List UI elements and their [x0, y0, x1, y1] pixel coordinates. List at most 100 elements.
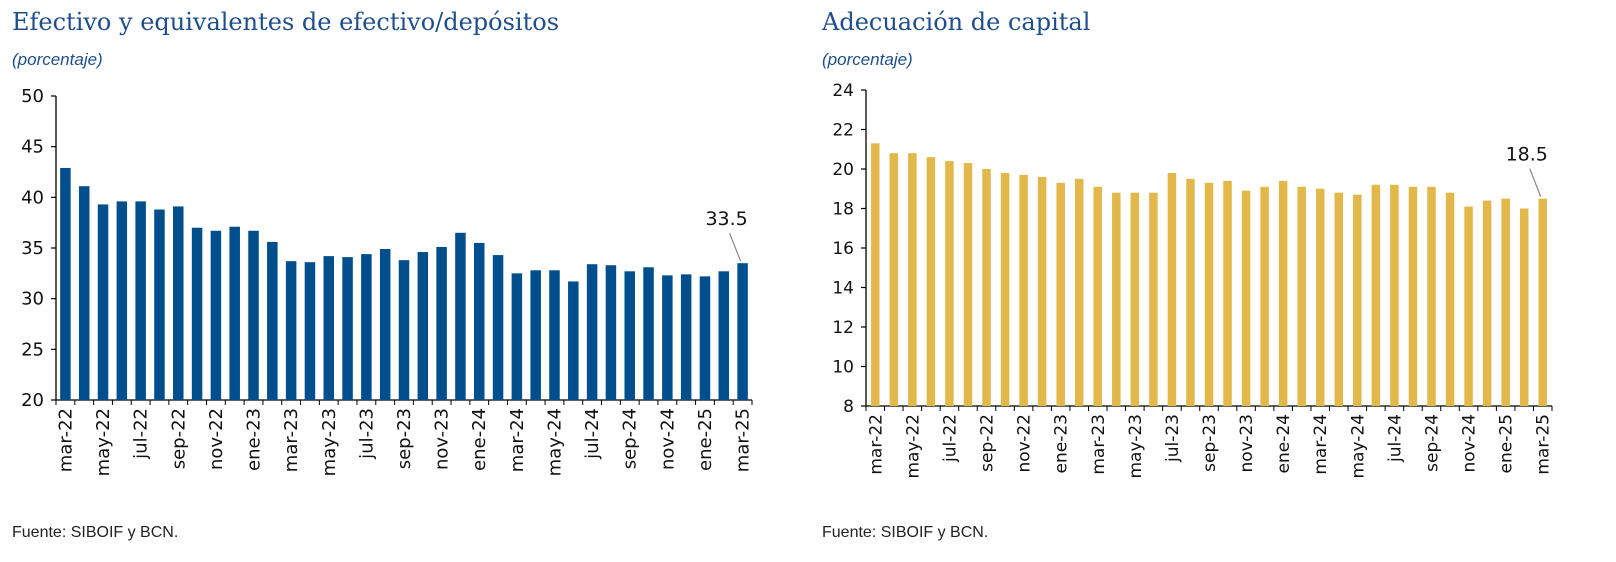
- bar: [1464, 206, 1473, 406]
- x-tick-label: mar-22: [55, 408, 76, 472]
- bar: [643, 267, 654, 400]
- bar: [605, 265, 617, 400]
- x-tick-label: jul-23: [1163, 414, 1183, 463]
- bar: [680, 274, 692, 400]
- chart-source: Fuente: SIBOIF y BCN.: [12, 524, 179, 541]
- data-label: 33.5: [705, 208, 747, 230]
- y-tick-label: 10: [832, 358, 854, 378]
- x-tick-label: sep-22: [168, 408, 189, 469]
- bar-chart-capital-adequacy: 8 10 12 14 16 18 20 22 24 mar-22 may-22 jul-22 sep-2…: [832, 81, 1554, 479]
- chart-source: Fuente: SIBOIF y BCN.: [822, 524, 989, 541]
- bar: [361, 254, 372, 400]
- bar: [1501, 198, 1510, 406]
- chart-subtitle: (porcentaje): [12, 50, 103, 69]
- bar: [455, 232, 466, 400]
- x-tick-label: may-23: [1126, 414, 1146, 479]
- bar: [323, 256, 335, 400]
- bar: [1408, 186, 1418, 406]
- bar: [1538, 198, 1547, 406]
- data-label: 18.5: [1506, 144, 1548, 166]
- bar: [1056, 182, 1065, 406]
- bar: [1112, 192, 1121, 406]
- bar: [1519, 208, 1529, 406]
- bar: [662, 275, 673, 400]
- x-tick-label: may-24: [1348, 414, 1368, 479]
- bar: [1093, 186, 1103, 406]
- x-tick-label: ene-25: [695, 408, 716, 471]
- bar: [1241, 190, 1251, 406]
- y-tick-label: 8: [843, 397, 854, 417]
- bar: [1074, 178, 1084, 406]
- bar: [1482, 200, 1492, 406]
- bar: [97, 204, 109, 400]
- chart-title: Adecuación de capital: [822, 8, 1091, 36]
- x-tick-label: mar-24: [1311, 414, 1331, 475]
- x-tick-label: nov-23: [432, 408, 453, 470]
- bar: [285, 261, 297, 400]
- bar: [1278, 180, 1288, 406]
- x-tick-label: ene-24: [1274, 414, 1294, 473]
- y-tick-label: 20: [21, 390, 44, 411]
- y-tick-label: 22: [832, 121, 854, 141]
- y-tick-label: 50: [21, 86, 44, 107]
- x-tick-label: may-22: [903, 414, 923, 479]
- bar: [1445, 192, 1455, 406]
- bar: [492, 255, 504, 400]
- bar: [963, 163, 973, 406]
- x-tick-label: nov-22: [1015, 414, 1035, 473]
- y-tick-label: 16: [832, 239, 854, 259]
- bar: [304, 262, 316, 400]
- y-tick-label: 20: [832, 160, 854, 180]
- y-tick-label: 18: [832, 200, 854, 220]
- bar: [1019, 174, 1028, 406]
- bar: [1186, 178, 1195, 406]
- y-tick-label: 40: [21, 187, 44, 208]
- bar: [1223, 180, 1232, 406]
- x-tick-label: ene-24: [469, 408, 490, 471]
- bar: [530, 270, 541, 400]
- bar: [379, 249, 391, 400]
- y-tick-label: 25: [21, 339, 44, 360]
- bar: [699, 276, 711, 400]
- chart-title: Efectivo y equivalentes de efectivo/depó…: [12, 8, 560, 36]
- x-tick-label: sep-23: [394, 408, 415, 469]
- x-tick-label: jul-24: [582, 408, 603, 460]
- x-tick-label: nov-23: [1237, 414, 1257, 473]
- bar: [889, 153, 899, 406]
- bar: [398, 260, 410, 400]
- bar: [1130, 192, 1140, 406]
- x-tick-label: mar-23: [281, 408, 302, 472]
- x-tick-label: jul-22: [940, 414, 960, 463]
- bar: [229, 226, 240, 400]
- x-tick-label: mar-25: [1534, 414, 1554, 475]
- bar: [210, 230, 222, 400]
- x-tick-label: ene-23: [1052, 414, 1072, 473]
- x-tick-label: nov-24: [1460, 414, 1480, 473]
- bar: [135, 201, 146, 400]
- x-tick-label: sep-22: [978, 414, 998, 472]
- y-tick-label: 35: [21, 238, 44, 259]
- bar: [267, 241, 278, 400]
- bar: [173, 206, 184, 400]
- x-tick-label: mar-23: [1089, 414, 1109, 475]
- bar: [1000, 172, 1010, 406]
- x-tick-label: sep-24: [1422, 414, 1442, 472]
- bar: [1260, 186, 1269, 406]
- x-tick-label: sep-23: [1200, 414, 1220, 472]
- x-tick-label: mar-25: [733, 408, 754, 472]
- bar: [1037, 176, 1047, 406]
- bar: [624, 271, 635, 400]
- bar: [982, 169, 991, 406]
- bar-chart-cash-ratio: 20 25 30 35 40 45 50 mar-22 may-22 jul-22 sep-22 no…: [21, 86, 754, 476]
- x-tick-label: mar-22: [866, 414, 886, 475]
- x-tick-label: sep-24: [620, 408, 641, 469]
- bar: [511, 273, 523, 400]
- x-tick-label: may-23: [319, 408, 340, 476]
- bar: [1149, 192, 1158, 406]
- bar: [154, 209, 165, 400]
- bar: [586, 264, 598, 400]
- bar: [718, 271, 730, 400]
- bar: [871, 143, 880, 406]
- bar: [1204, 182, 1214, 406]
- x-tick-label: nov-22: [206, 408, 227, 470]
